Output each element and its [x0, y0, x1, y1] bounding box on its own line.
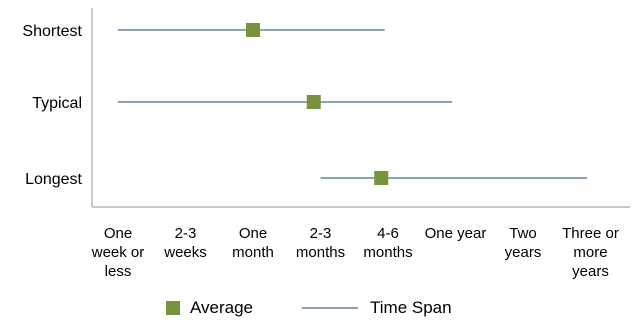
legend-average-label: Average — [190, 298, 253, 317]
x-tick-label: 2-3 weeks — [163, 225, 207, 261]
x-tick-label: 2-3 months — [296, 225, 345, 261]
y-tick-label: Shortest — [22, 23, 82, 40]
x-tick-label: Three or more years — [562, 225, 619, 280]
x-tick-label: Two years — [505, 225, 542, 261]
x-tick-label: One week or less — [91, 225, 145, 280]
average-marker — [246, 23, 260, 37]
y-tick-label: Typical — [32, 95, 82, 112]
legend-average-swatch — [166, 301, 180, 315]
average-marker — [306, 95, 321, 109]
legend-time-span-label: Time Span — [370, 298, 452, 317]
x-tick-label: One month — [232, 225, 274, 261]
x-tick-label: 4-6 months — [363, 225, 412, 261]
x-tick-label: One year — [425, 225, 487, 242]
average-marker — [374, 171, 389, 185]
y-tick-label: Longest — [25, 171, 82, 188]
